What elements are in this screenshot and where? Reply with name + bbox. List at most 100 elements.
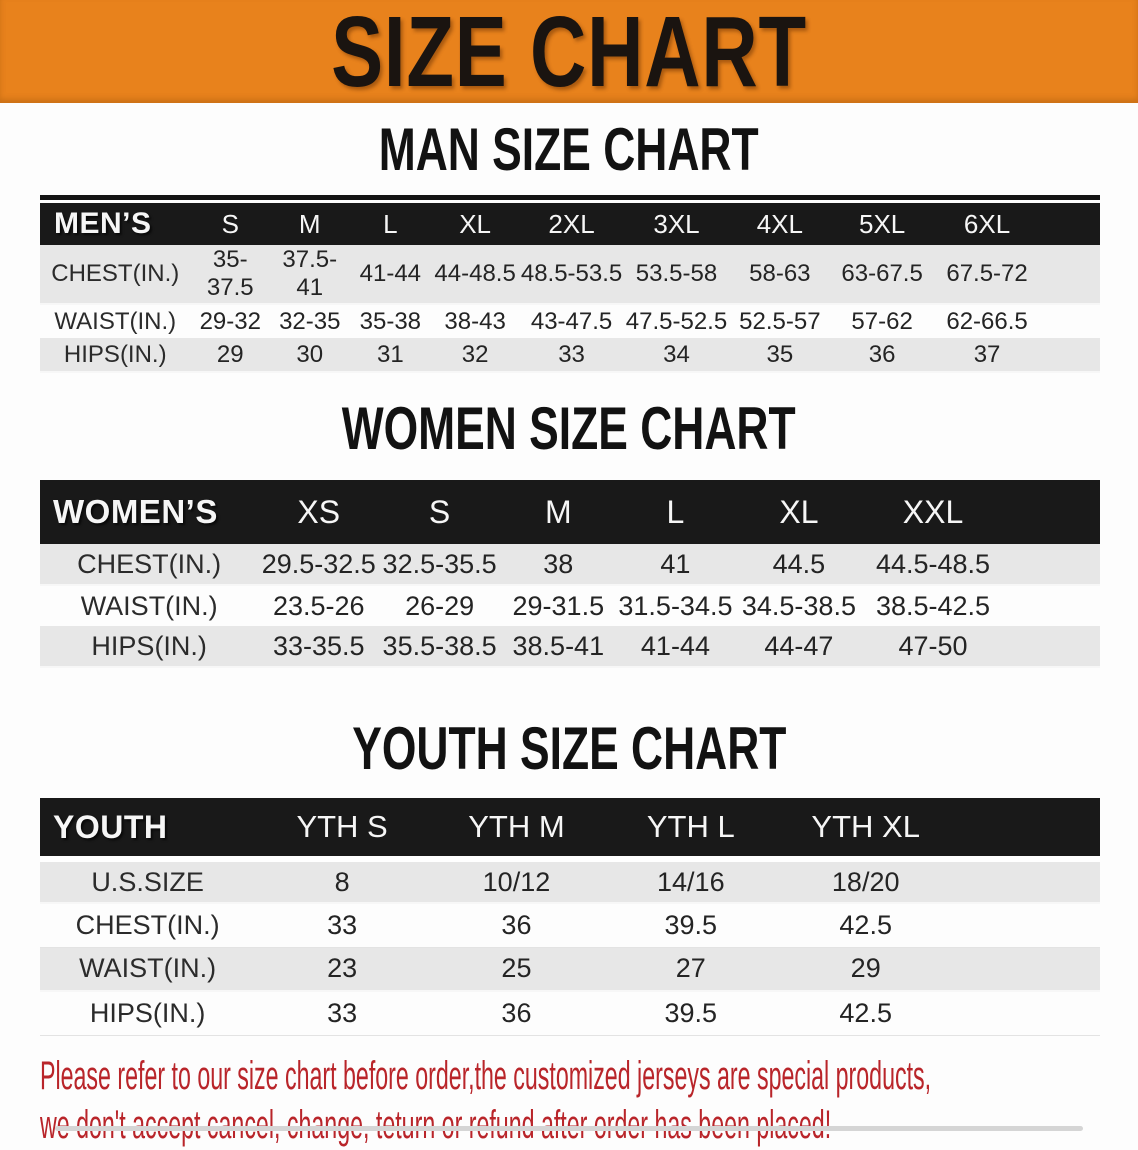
spacer-cell: [1002, 585, 1100, 626]
men-header-row: MEN’S S M L XL 2XL 3XL 4XL 5XL 6XL: [40, 203, 1100, 245]
size-value-cell: 44-48.5: [431, 245, 520, 305]
size-value-cell: 35-38: [349, 304, 432, 338]
size-value-cell: 58-63: [728, 245, 831, 305]
youth-header-row: YOUTH YTH S YTH M YTH L YTH XL: [40, 798, 1100, 859]
women-waist-row: WAIST(IN.) 23.5-26 26-29 29-31.5 31.5-34…: [40, 585, 1100, 626]
row-label: WAIST(IN.): [40, 304, 191, 338]
youth-corner-label: YOUTH: [40, 798, 256, 859]
size-header-cell: 6XL: [933, 203, 1041, 245]
youth-ussize-row: U.S.SIZE 8 10/12 14/16 18/20: [40, 859, 1100, 904]
bottom-edge-divider: [55, 1126, 1083, 1131]
women-hips-row: HIPS(IN.) 33-35.5 35.5-38.5 38.5-41 41-4…: [40, 626, 1100, 668]
size-value-cell: 47.5-52.5: [624, 304, 729, 338]
size-value-cell: 33: [519, 338, 625, 373]
spacer-cell: [1040, 245, 1100, 305]
size-header-cell: M: [500, 480, 617, 544]
title-banner: SIZE CHART: [0, 0, 1138, 103]
row-label: WAIST(IN.): [40, 585, 259, 626]
size-value-cell: 57-62: [830, 304, 934, 338]
size-header-cell: S: [379, 480, 501, 544]
size-value-cell: 25: [429, 947, 604, 992]
size-value-cell: 47-50: [863, 626, 1003, 668]
men-section-heading: MAN SIZE CHART: [0, 116, 1138, 183]
size-value-cell: 41-44: [349, 245, 432, 305]
size-value-cell: 39.5: [603, 903, 778, 948]
size-header-cell: 2XL: [519, 203, 625, 245]
youth-section-heading: YOUTH SIZE CHART: [0, 715, 1138, 782]
size-value-cell: 33: [255, 903, 429, 948]
size-header-cell: YTH L: [603, 798, 778, 859]
size-value-cell: 38: [500, 544, 617, 586]
size-value-cell: 52.5-57: [728, 304, 831, 338]
youth-size-table-wrap: YOUTH YTH S YTH M YTH L YTH XL U.S.SIZE …: [40, 798, 1100, 1036]
size-value-cell: 34.5-38.5: [734, 585, 864, 626]
size-value-cell: 44-47: [734, 626, 864, 668]
spacer-cell: [953, 903, 1100, 948]
women-chest-row: CHEST(IN.) 29.5-32.5 32.5-35.5 38 41 44.…: [40, 544, 1100, 586]
size-value-cell: 44.5-48.5: [863, 544, 1003, 586]
size-value-cell: 42.5: [777, 991, 954, 1036]
size-value-cell: 35: [728, 338, 831, 373]
spacer-cell: [953, 798, 1100, 859]
row-label: HIPS(IN.): [40, 626, 259, 668]
size-value-cell: 30: [270, 338, 350, 373]
size-value-cell: 63-67.5: [830, 245, 934, 305]
size-value-cell: 36: [429, 991, 604, 1036]
youth-chest-row: CHEST(IN.) 33 36 39.5 42.5: [40, 903, 1100, 948]
size-value-cell: 10/12: [429, 859, 604, 904]
women-size-table: WOMEN’S XS S M L XL XXL CHEST(IN.) 29.5-…: [40, 480, 1100, 668]
size-header-cell: 4XL: [728, 203, 831, 245]
size-value-cell: 29.5-32.5: [258, 544, 380, 586]
spacer-cell: [953, 991, 1100, 1036]
size-value-cell: 43-47.5: [519, 304, 625, 338]
youth-hips-row: HIPS(IN.) 33 36 39.5 42.5: [40, 991, 1100, 1036]
size-value-cell: 23.5-26: [258, 585, 380, 626]
size-value-cell: 38-43: [431, 304, 520, 338]
size-value-cell: 48.5-53.5: [519, 245, 625, 305]
size-value-cell: 32: [431, 338, 520, 373]
size-value-cell: 29: [190, 338, 271, 373]
youth-size-table: YOUTH YTH S YTH M YTH L YTH XL U.S.SIZE …: [40, 798, 1100, 1036]
spacer-cell: [1040, 203, 1100, 245]
size-value-cell: 39.5: [603, 991, 778, 1036]
size-value-cell: 27: [603, 947, 778, 992]
size-value-cell: 35.5-38.5: [379, 626, 501, 668]
size-header-cell: 3XL: [624, 203, 729, 245]
size-header-cell: YTH M: [429, 798, 604, 859]
size-value-cell: 38.5-41: [500, 626, 617, 668]
women-heading-text: WOMEN SIZE CHART: [342, 394, 796, 462]
size-value-cell: 67.5-72: [933, 245, 1041, 305]
size-value-cell: 31.5-34.5: [616, 585, 735, 626]
size-header-cell: S: [190, 203, 271, 245]
size-header-cell: 5XL: [830, 203, 934, 245]
size-value-cell: 31: [349, 338, 432, 373]
row-label: HIPS(IN.): [40, 991, 256, 1036]
size-value-cell: 29: [777, 947, 954, 992]
size-header-cell: M: [270, 203, 350, 245]
size-value-cell: 29-32: [190, 304, 271, 338]
size-header-cell: L: [349, 203, 432, 245]
men-hips-row: HIPS(IN.) 29 30 31 32 33 34 35 36 37: [40, 338, 1100, 373]
men-waist-row: WAIST(IN.) 29-32 32-35 35-38 38-43 43-47…: [40, 304, 1100, 338]
size-value-cell: 41: [616, 544, 735, 586]
women-header-row: WOMEN’S XS S M L XL XXL: [40, 480, 1100, 544]
row-label: WAIST(IN.): [40, 947, 256, 992]
women-size-table-wrap: WOMEN’S XS S M L XL XXL CHEST(IN.) 29.5-…: [40, 480, 1100, 668]
row-label: CHEST(IN.): [40, 245, 191, 305]
size-value-cell: 36: [830, 338, 934, 373]
women-corner-label: WOMEN’S: [40, 480, 259, 544]
size-header-cell: XXL: [863, 480, 1003, 544]
disclaimer-line-2: we don't accept cancel, change, teturn o…: [40, 1102, 832, 1147]
size-value-cell: 32-35: [270, 304, 350, 338]
size-value-cell: 32.5-35.5: [379, 544, 501, 586]
men-size-table-wrap: MEN’S S M L XL 2XL 3XL 4XL 5XL 6XL CHEST…: [40, 195, 1100, 373]
men-size-table: MEN’S S M L XL 2XL 3XL 4XL 5XL 6XL CHEST…: [40, 203, 1100, 373]
size-value-cell: 62-66.5: [933, 304, 1041, 338]
size-value-cell: 34: [624, 338, 729, 373]
women-section-heading: WOMEN SIZE CHART: [0, 395, 1138, 462]
spacer-cell: [1040, 338, 1100, 373]
size-value-cell: 53.5-58: [624, 245, 729, 305]
disclaimer-text: Please refer to our size chart before or…: [40, 1052, 1138, 1150]
size-value-cell: 37.5-41: [270, 245, 350, 305]
